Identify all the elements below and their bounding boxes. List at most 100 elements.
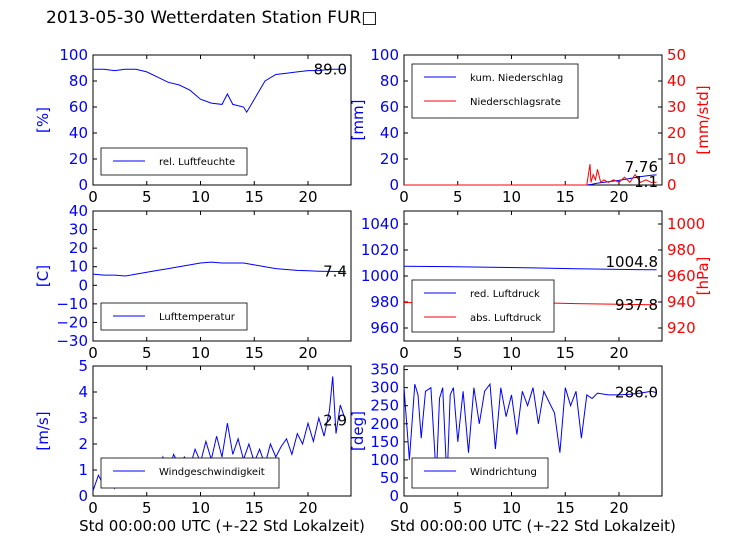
x-tick-label: 15 bbox=[245, 188, 264, 206]
x-tick-label: 0 bbox=[399, 499, 409, 517]
last-value-label: 286.0 bbox=[615, 384, 658, 402]
series-line-kum-niederschlag bbox=[404, 174, 657, 186]
last-value-label: 7.76 bbox=[625, 158, 658, 176]
x-tick-label: 10 bbox=[502, 344, 521, 362]
y-tick-label: −20 bbox=[56, 313, 88, 331]
legend-label: Niederschlagsrate bbox=[470, 97, 561, 108]
series-line-windrichtung bbox=[403, 382, 657, 482]
y-tick-label: 100 bbox=[370, 451, 399, 469]
y-tick-label: 5 bbox=[78, 357, 88, 375]
y-tick-label: 20 bbox=[380, 150, 399, 168]
y-tick-label: 0 bbox=[78, 176, 88, 194]
series-line-lufttemperatur bbox=[92, 261, 346, 277]
y-tick-label: 80 bbox=[69, 72, 88, 90]
legend-label: rel. Luftfeuchte bbox=[159, 157, 235, 168]
last-value-label: 1004.8 bbox=[606, 253, 659, 271]
x-tick-label: 15 bbox=[556, 344, 575, 362]
plot-frame-2 bbox=[92, 210, 352, 342]
x-tick-label: 5 bbox=[453, 344, 463, 362]
x-tick-label: 5 bbox=[142, 499, 152, 517]
y2-tick-label: 960 bbox=[667, 267, 696, 285]
y-tick-label: 150 bbox=[370, 433, 399, 451]
y2-axis-label: [hPa] bbox=[694, 257, 712, 296]
x-tick-label: 15 bbox=[556, 499, 575, 517]
y-tick-label: 20 bbox=[69, 150, 88, 168]
legend-label: abs. Luftdruck bbox=[470, 313, 541, 324]
y-tick-label: 2 bbox=[78, 435, 88, 453]
y-tick-label: 0 bbox=[78, 276, 88, 294]
y2-tick-label: 20 bbox=[667, 124, 686, 142]
legend-label: kum. Niederschlag bbox=[470, 73, 563, 84]
legend-box bbox=[411, 457, 549, 489]
plot-frame-0 bbox=[92, 54, 352, 186]
y-tick-label: 80 bbox=[380, 72, 399, 90]
x-axis-label-left: Std 00:00:00 UTC (+-22 Std Lokalzeit) bbox=[79, 517, 365, 535]
y2-tick-label: 50 bbox=[667, 46, 686, 64]
y2-tick-label: 0 bbox=[667, 176, 677, 194]
y-tick-label: 60 bbox=[69, 98, 88, 116]
y-tick-label: 0 bbox=[78, 487, 88, 505]
plot-frame-5 bbox=[403, 365, 663, 497]
x-tick-label: 10 bbox=[502, 188, 521, 206]
y2-tick-label: 40 bbox=[667, 72, 686, 90]
y-tick-label: 30 bbox=[69, 221, 88, 239]
y-tick-label: 40 bbox=[380, 124, 399, 142]
y-tick-label: 0 bbox=[389, 176, 399, 194]
x-tick-label: 10 bbox=[191, 344, 210, 362]
x-tick-label: 20 bbox=[609, 499, 628, 517]
series-line-red-luftdruck bbox=[403, 265, 657, 271]
y-tick-label: 100 bbox=[370, 46, 399, 64]
y-tick-label: 40 bbox=[69, 202, 88, 220]
x-axis-label-right: Std 00:00:00 UTC (+-22 Std Lokalzeit) bbox=[390, 517, 676, 535]
legend-label: red. Luftdruck bbox=[470, 289, 540, 300]
y-tick-label: 1000 bbox=[361, 267, 399, 285]
last-value-label: 2.9 bbox=[323, 412, 347, 430]
y-tick-label: 10 bbox=[69, 258, 88, 276]
x-tick-label: 5 bbox=[453, 188, 463, 206]
x-tick-label: 0 bbox=[399, 188, 409, 206]
x-tick-label: 10 bbox=[191, 499, 210, 517]
y-axis-label: [mm] bbox=[349, 100, 367, 141]
y-tick-label: −10 bbox=[56, 295, 88, 313]
y-tick-label: 0 bbox=[389, 487, 399, 505]
last-value-label: 7.4 bbox=[323, 263, 347, 281]
last-value-label: 1.1 bbox=[634, 173, 658, 191]
y2-tick-label: 30 bbox=[667, 98, 686, 116]
y-tick-label: 4 bbox=[78, 383, 88, 401]
y-axis-label: [deg] bbox=[349, 411, 367, 451]
x-tick-label: 10 bbox=[502, 499, 521, 517]
x-tick-label: 20 bbox=[609, 344, 628, 362]
y2-axis-label: [mm/std] bbox=[694, 85, 712, 154]
y2-tick-label: 1000 bbox=[667, 215, 705, 233]
x-tick-label: 5 bbox=[142, 344, 152, 362]
x-tick-label: 5 bbox=[453, 499, 463, 517]
legend-box bbox=[411, 63, 579, 119]
x-tick-label: 0 bbox=[88, 499, 98, 517]
legend-box bbox=[411, 279, 555, 333]
y-tick-label: 960 bbox=[370, 319, 399, 337]
y-tick-label: 200 bbox=[370, 415, 399, 433]
y-tick-label: 1 bbox=[78, 461, 88, 479]
x-tick-label: 20 bbox=[298, 188, 317, 206]
y-tick-label: −30 bbox=[56, 332, 88, 350]
y-tick-label: 250 bbox=[370, 397, 399, 415]
x-tick-label: 15 bbox=[556, 188, 575, 206]
y-axis-label: [C] bbox=[34, 265, 52, 287]
y-tick-label: 40 bbox=[69, 124, 88, 142]
x-tick-label: 15 bbox=[245, 344, 264, 362]
y-tick-label: 60 bbox=[380, 98, 399, 116]
series-line-rel-luftfeuchte bbox=[93, 68, 346, 114]
y-axis-label: [m/s] bbox=[34, 411, 52, 450]
x-tick-label: 20 bbox=[298, 344, 317, 362]
y-axis-label: [%] bbox=[34, 107, 52, 133]
x-tick-label: 5 bbox=[142, 188, 152, 206]
y2-tick-label: 10 bbox=[667, 150, 686, 168]
legend-box bbox=[100, 457, 280, 489]
y-tick-label: 1040 bbox=[361, 215, 399, 233]
x-tick-label: 0 bbox=[88, 344, 98, 362]
y2-tick-label: 980 bbox=[667, 241, 696, 259]
x-tick-label: 20 bbox=[609, 188, 628, 206]
y-tick-label: 350 bbox=[370, 361, 399, 379]
chart-title: 2013-05-30 Wetterdaten Station FUR□ bbox=[46, 8, 378, 28]
